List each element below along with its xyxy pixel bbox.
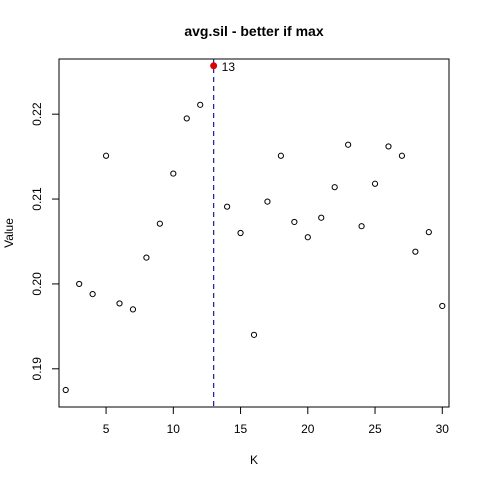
highlight-layer: 13 xyxy=(211,60,236,74)
max-point xyxy=(211,63,217,69)
x-tick-label: 20 xyxy=(301,422,315,436)
data-point xyxy=(278,153,283,158)
data-point xyxy=(171,171,176,176)
data-point xyxy=(251,332,256,337)
x-tick-label: 25 xyxy=(368,422,382,436)
plot-frame xyxy=(59,59,449,407)
y-tick-label: 0.21 xyxy=(30,187,44,211)
data-point xyxy=(319,215,324,220)
data-point xyxy=(372,181,377,186)
data-point xyxy=(144,255,149,260)
points-layer xyxy=(63,102,445,392)
data-point xyxy=(413,249,418,254)
y-tick-label: 0.19 xyxy=(30,357,44,381)
x-tick-label: 5 xyxy=(103,422,110,436)
x-tick-label: 10 xyxy=(167,422,181,436)
y-tick-label: 0.20 xyxy=(30,272,44,296)
data-point xyxy=(399,153,404,158)
x-axis: 5 10 15 20 25 30 xyxy=(103,407,450,436)
data-point xyxy=(265,199,270,204)
data-point xyxy=(225,204,230,209)
data-point xyxy=(184,116,189,121)
data-point xyxy=(238,230,243,235)
data-point xyxy=(63,387,68,392)
data-point xyxy=(103,153,108,158)
data-point xyxy=(346,142,351,147)
y-axis: 0.19 0.20 0.21 0.22 xyxy=(30,102,59,380)
data-point xyxy=(198,102,203,107)
max-point-label: 13 xyxy=(222,60,236,74)
data-point xyxy=(440,303,445,308)
data-point xyxy=(130,307,135,312)
data-point xyxy=(332,185,337,190)
data-point xyxy=(117,301,122,306)
data-point xyxy=(90,292,95,297)
data-point xyxy=(77,281,82,286)
x-tick-label: 30 xyxy=(436,422,450,436)
data-point xyxy=(426,230,431,235)
data-point xyxy=(386,144,391,149)
y-tick-label: 0.22 xyxy=(30,102,44,126)
chart-title: avg.sil - better if max xyxy=(184,23,323,39)
y-axis-label: Value xyxy=(2,218,16,248)
data-point xyxy=(292,219,297,224)
data-point xyxy=(305,235,310,240)
x-tick-label: 15 xyxy=(234,422,248,436)
x-axis-label: K xyxy=(250,453,258,467)
data-point xyxy=(359,224,364,229)
data-point xyxy=(157,221,162,226)
